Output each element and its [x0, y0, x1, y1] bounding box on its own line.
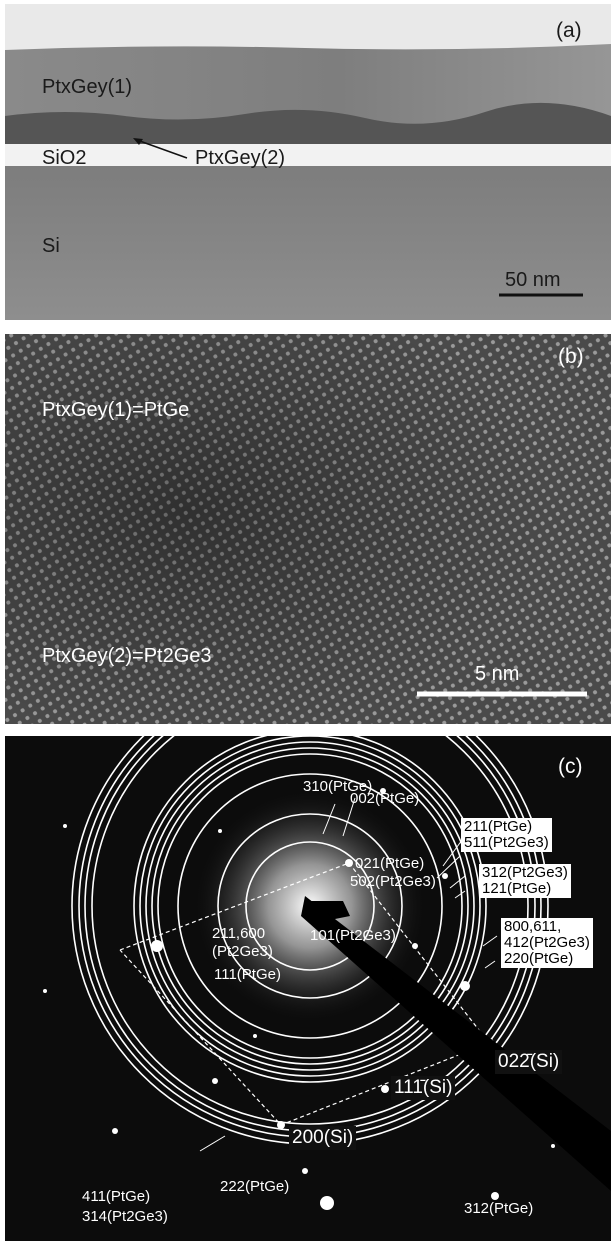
lattice-image	[5, 334, 611, 724]
ring-label-314: 314(Pt2Ge3)	[82, 1208, 168, 1225]
hrtem-panel: (b) PtxGey(1)=PtGe PtxGey(2)=Pt2Ge3 5 nm	[5, 334, 611, 724]
spot-label-111: 111̄(Si)	[391, 1076, 456, 1100]
ring-label-002: 002(PtGe)	[350, 790, 420, 807]
substrate-label: Si	[42, 235, 60, 257]
ring-label-121: 121(PtGe)	[482, 880, 552, 897]
si-lattice-parallelogram	[119, 862, 490, 1126]
ring-label-211-600: 211,600	[212, 925, 266, 942]
scale-label: 50 nm	[505, 269, 561, 291]
tem-cross-section-panel: (a) PtxGey(1) SiO2 PtxGey(2) Si 50 nm	[5, 4, 611, 320]
ring-label-111: 111(PtGe)	[214, 966, 281, 983]
ring-label-502: 502(Pt2Ge3)	[350, 873, 436, 890]
ring-label-412: 412(Pt2Ge3)	[504, 934, 590, 951]
diffraction-image	[43, 736, 611, 1210]
ring-label-411: 411(PtGe)	[82, 1188, 151, 1205]
label-leaders	[199, 797, 498, 1152]
ring-label-310: 310(PtGe)	[303, 778, 373, 795]
cross-section-image	[5, 4, 611, 320]
ring-label-box-312: 312(Pt2Ge3) 121(PtGe)	[479, 864, 571, 898]
ring-label-box-800: 800,611, 412(Pt2Ge3) 220(PtGe)	[501, 918, 593, 968]
ring-label-211: 211(PtGe)	[464, 818, 533, 835]
panel-letter: (c)	[558, 755, 583, 778]
ring-label-222: 222(PtGe)	[220, 1178, 290, 1195]
layer2-label: PtxGey(2)	[195, 147, 286, 169]
ring-label-211-600-phase: (Pt2Ge3)	[212, 943, 273, 960]
ring-label-021: 021(PtGe)	[355, 855, 425, 872]
ring-label-312a: 312(Pt2Ge3)	[482, 864, 568, 881]
panel-letter: (b)	[558, 345, 584, 368]
layer1-label: PtxGey(1)	[42, 76, 133, 98]
diffraction-panel: (c) 310(PtGe) 002(PtGe) 211(PtGe) 511(Pt…	[5, 736, 611, 1241]
ring-label-800: 800,611,	[504, 918, 562, 935]
ring-label-box-211: 211(PtGe) 511(Pt2Ge3)	[461, 818, 552, 852]
phase1-label: PtxGey(1)=PtGe	[42, 399, 190, 421]
scale-label: 5 nm	[475, 663, 520, 685]
oxide-label: SiO2	[42, 147, 87, 169]
ring-label-511: 511(Pt2Ge3)	[464, 834, 549, 851]
phase2-label: PtxGey(2)=Pt2Ge3	[42, 645, 212, 667]
ring-label-101: 101(Pt2Ge3)	[310, 927, 396, 944]
ring-label-220: 220(PtGe)	[504, 950, 574, 967]
spot-label-022: 022̄(Si)	[495, 1050, 563, 1074]
spot-label-200: 200(Si)	[289, 1126, 357, 1150]
ring-label-312b: 312(PtGe)	[464, 1200, 534, 1217]
panel-letter: (a)	[556, 19, 582, 42]
